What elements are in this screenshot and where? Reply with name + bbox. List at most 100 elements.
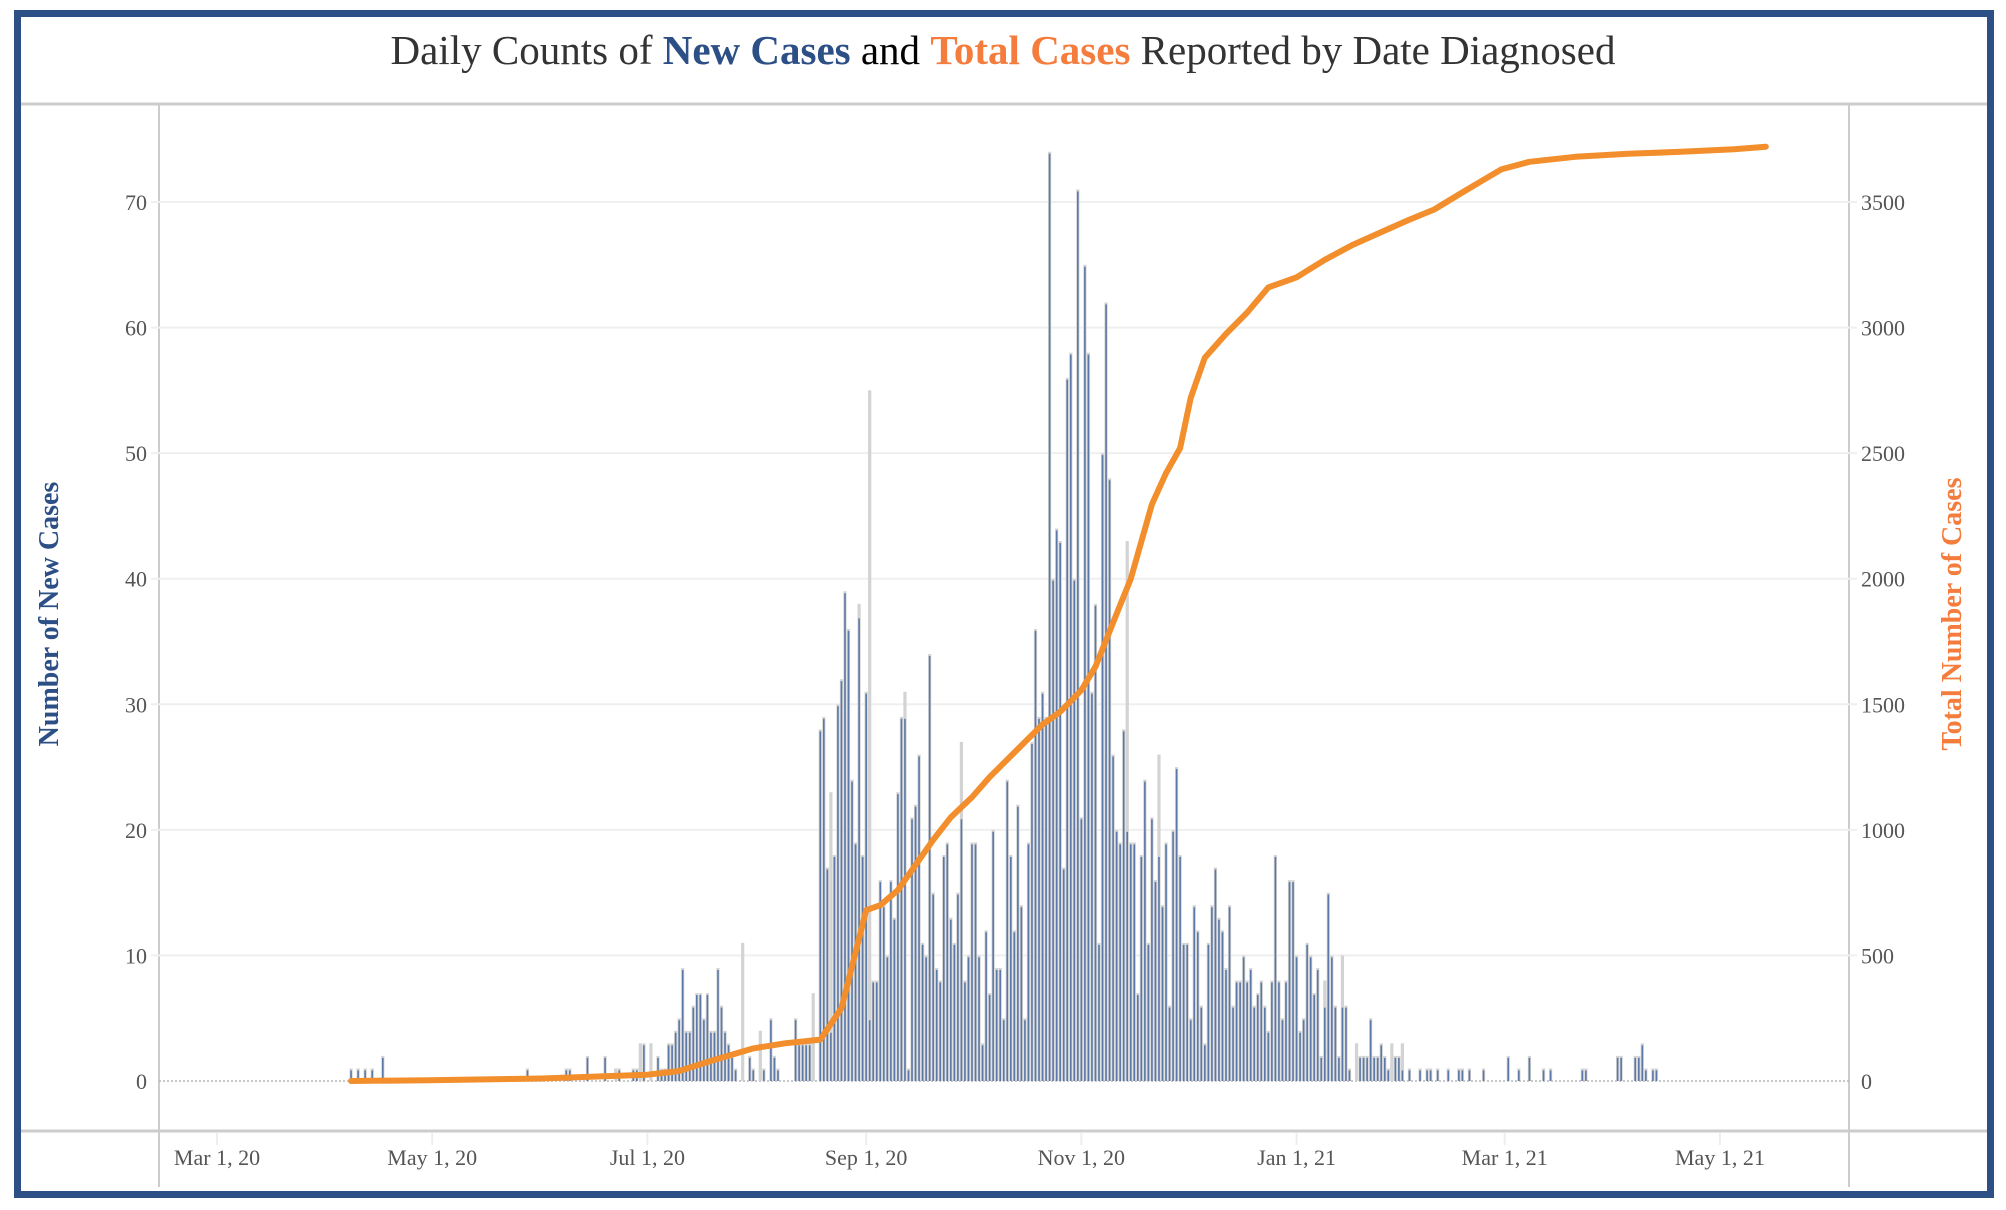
chart-frame (14, 10, 1994, 1198)
new-cases-bar (1338, 1057, 1340, 1081)
new-cases-bar (1080, 819, 1083, 1081)
new-cases-bar (1024, 1020, 1026, 1081)
new-cases-bar (1383, 1057, 1386, 1081)
new-cases-bar (1129, 844, 1132, 1081)
new-cases-bars (350, 153, 1658, 1082)
new-cases-bar (1634, 1057, 1637, 1081)
new-cases-bar (685, 1032, 688, 1081)
new-cases-bar (868, 1020, 871, 1081)
new-cases-bar (1246, 982, 1248, 1081)
new-cases-bar (1468, 1070, 1471, 1081)
gray-bar (649, 1043, 653, 1081)
new-cases-bar (1380, 1045, 1383, 1081)
x-tick-label: May 1, 21 (1675, 1145, 1765, 1170)
new-cases-bar (1069, 354, 1072, 1082)
new-cases-bar (1288, 882, 1291, 1081)
new-cases-bar (1186, 944, 1188, 1081)
gray-bar (1125, 541, 1129, 1081)
gray-bar (638, 1043, 642, 1081)
new-cases-bar (1010, 856, 1012, 1081)
new-cases-bar (1154, 882, 1157, 1081)
new-cases-bar (1211, 907, 1213, 1081)
new-cases-bar (1253, 1007, 1256, 1081)
new-cases-bar (1331, 957, 1333, 1081)
total-cases-line-path (348, 143, 1769, 1084)
y-tick-left-label: 70 (125, 190, 147, 215)
new-cases-bar (1084, 266, 1086, 1081)
y-tick-right-label: 500 (1861, 943, 1894, 968)
new-cases-bar (357, 1070, 359, 1081)
new-cases-bar (1313, 995, 1316, 1081)
new-cases-bar (1585, 1070, 1587, 1081)
new-cases-bar (1098, 944, 1100, 1081)
title-new-cases: New Cases (662, 27, 851, 73)
new-cases-bar (586, 1057, 589, 1081)
new-cases-bar (1225, 969, 1227, 1081)
new-cases-bar (1398, 1057, 1400, 1081)
new-cases-bar (1105, 304, 1107, 1081)
new-cases-bar (1348, 1070, 1351, 1081)
new-cases-bar (1062, 869, 1065, 1081)
new-cases-bar (999, 969, 1002, 1081)
new-cases-bar (893, 919, 896, 1081)
new-cases-bar (1059, 543, 1061, 1081)
new-cases-bar (1429, 1070, 1432, 1081)
x-tick-label: Mar 1, 20 (174, 1145, 260, 1170)
new-cases-bar (1055, 530, 1058, 1081)
new-cases-bar (1620, 1057, 1622, 1081)
new-cases-bar (1232, 1007, 1234, 1081)
new-cases-bar (840, 681, 843, 1081)
y-tick-right-label: 1500 (1861, 692, 1905, 717)
new-cases-bar (886, 957, 889, 1081)
y-ticks-right: 0 500 1000 1500 2000 2500 3000 3500 (1861, 190, 1905, 1094)
new-cases-bar (1048, 153, 1051, 1081)
new-cases-bar (1345, 1007, 1347, 1081)
new-cases-bar (988, 995, 991, 1081)
new-cases-bar (1137, 995, 1139, 1081)
new-cases-bar (1394, 1057, 1397, 1081)
new-cases-bar (918, 756, 920, 1081)
new-cases-bar (1320, 1057, 1323, 1081)
new-cases-bar (1637, 1057, 1640, 1081)
total-cases-line (348, 143, 1769, 1084)
new-cases-bar (1115, 831, 1118, 1081)
new-cases-bar (1161, 907, 1164, 1081)
x-tick-label: Jan 1, 21 (1257, 1145, 1336, 1170)
new-cases-bar (900, 718, 903, 1081)
new-cases-bar (1334, 1007, 1337, 1081)
title-total-cases: Total Cases (930, 27, 1131, 73)
new-cases-bar (703, 1020, 705, 1081)
new-cases-bar (1126, 831, 1129, 1081)
new-cases-bar (872, 982, 875, 1081)
new-cases-bar (1264, 1007, 1266, 1081)
x-ticks: Mar 1, 20 May 1, 20 Jul 1, 20 Sep 1, 20 Nov … (174, 1133, 1765, 1170)
new-cases-bar (904, 718, 906, 1081)
new-cases-bar (1147, 944, 1150, 1081)
new-cases-bar (907, 1070, 910, 1081)
new-cases-bar (1073, 580, 1076, 1081)
new-cases-bar (763, 1070, 765, 1081)
y-tick-right-label: 0 (1861, 1069, 1872, 1094)
new-cases-bar (1214, 869, 1217, 1081)
new-cases-bar (1017, 806, 1019, 1081)
new-cases-bar (1091, 693, 1093, 1081)
new-cases-bar (890, 882, 892, 1081)
y-tick-left-label: 50 (125, 441, 147, 466)
new-cases-bar (710, 1032, 712, 1081)
new-cases-bar (914, 806, 917, 1081)
new-cases-bar (1299, 1032, 1301, 1081)
new-cases-bar (833, 856, 836, 1081)
new-cases-bar (879, 882, 882, 1081)
new-cases-bar (978, 957, 980, 1081)
new-cases-bar (861, 856, 864, 1081)
new-cases-bar (964, 982, 966, 1081)
y-tick-right-label: 2500 (1861, 441, 1905, 466)
new-cases-bar (847, 630, 850, 1081)
new-cases-bar (1327, 894, 1330, 1081)
new-cases-bar (1302, 1020, 1305, 1081)
new-cases-bar (1278, 982, 1280, 1081)
new-cases-bar (830, 1032, 832, 1081)
new-cases-bar (1168, 1007, 1171, 1081)
new-cases-bar (1274, 856, 1277, 1081)
new-cases-bar (1221, 932, 1224, 1081)
